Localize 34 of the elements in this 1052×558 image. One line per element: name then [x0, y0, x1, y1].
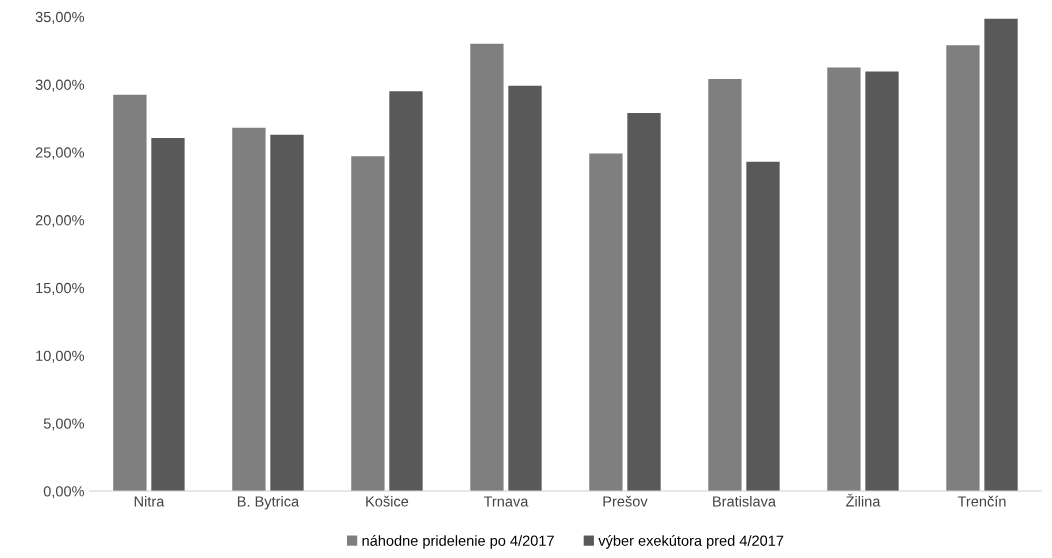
bar [232, 127, 266, 492]
bar [984, 18, 1018, 492]
y-tick-label: 30,00% [35, 79, 85, 92]
bar [946, 45, 980, 492]
bar [151, 138, 185, 492]
y-tick-label: 10,00% [36, 350, 85, 363]
bar [113, 94, 147, 492]
x-tick-label: Trnava [483, 496, 529, 507]
y-tick-label: 15,00% [36, 282, 85, 295]
bar [827, 67, 861, 492]
bar [270, 134, 304, 492]
x-tick-label: Žilina [846, 493, 881, 507]
x-tick-label: Bratislava [713, 495, 776, 507]
bar [470, 43, 504, 492]
legend-label: náhodne pridelenie po 4/2017 [362, 534, 554, 549]
bar [589, 153, 623, 492]
legend-label: výber exekútora pred 4/2017 [598, 534, 784, 549]
bar [508, 85, 542, 492]
bar [865, 71, 899, 492]
x-tick-label: Prešov [603, 495, 648, 507]
x-tick-label: Trenčín [957, 495, 1006, 507]
bar [708, 79, 742, 492]
x-tick-label: Nitra [134, 495, 165, 507]
y-tick-label: 0,00% [43, 486, 85, 499]
y-tick-label: 25,00% [35, 147, 85, 160]
y-tick-label: 20,00% [35, 215, 85, 228]
bar [627, 112, 661, 492]
x-tick-label: Košice [366, 495, 409, 507]
bar [746, 161, 780, 492]
bar [351, 156, 385, 492]
y-tick-label: 35,00% [35, 11, 85, 24]
x-tick-label: B. Bytrica [237, 495, 300, 510]
y-tick-label: 5,00% [43, 418, 85, 431]
bar [389, 91, 423, 492]
